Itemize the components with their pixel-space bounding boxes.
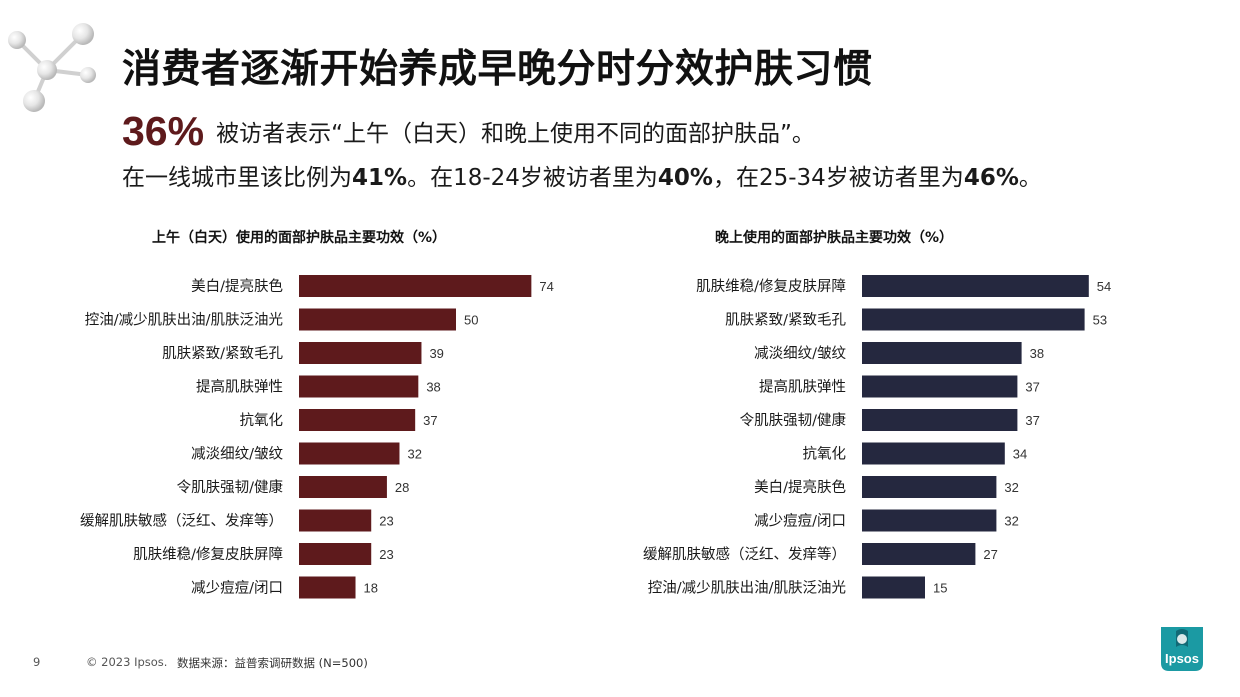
value-label: 23 [379,547,393,562]
bar [862,442,1005,465]
value-label: 39 [429,346,443,361]
category-label: 缓解肌肤敏感（泛红、发痒等） [643,545,846,563]
value-label: 54 [1097,279,1111,294]
value-label: 53 [1093,313,1107,328]
value-label: 32 [407,447,421,462]
category-label: 控油/减少肌肤出油/肌肤泛油光 [648,580,846,597]
bar [299,442,400,465]
bar [862,275,1089,297]
category-label: 提高肌肤弹性 [759,379,846,396]
bar [862,409,1018,431]
headline-stat: 36% 被访者表示“上午（白天）和晚上使用不同的面部护肤品”。 [122,108,815,155]
bar [862,375,1018,398]
category-label: 令肌肤强韧/健康 [740,412,846,429]
stat-breakdown: 在一线城市里该比例为41%。在18-24岁被访者里为40%，在25-34岁被访者… [122,158,1042,192]
stat-text-3: ，在25-34岁被访者里为 [712,165,964,191]
category-label: 肌肤维稳/修复皮肤屏障 [133,545,283,563]
headline-percentage: 36% [122,108,205,154]
value-label: 37 [1025,380,1039,395]
page-number: 9 [33,655,41,669]
value-label: 34 [1013,447,1027,462]
value-label: 23 [379,514,393,529]
chart-title-evening: 晚上使用的面部护肤品主要功效（%） [715,230,954,246]
stat-text-1: 在一线城市里该比例为 [122,165,352,191]
evening-bar-chart: 肌肤维稳/修复皮肤屏障 54 肌肤紧致/紧致毛孔 53 减淡细纹/皱纹 38 提高肌肤弹性 3… [643,275,1111,599]
value-label: 27 [983,547,997,562]
category-label: 令肌肤强韧/健康 [177,479,283,496]
bar [862,308,1085,331]
value-label: 38 [426,380,440,395]
headline-text: 被访者表示“上午（白天）和晚上使用不同的面部护肤品”。 [216,121,815,147]
category-label: 缓解肌肤敏感（泛红、发痒等） [80,512,283,530]
value-label: 37 [1025,413,1039,428]
value-label: 37 [423,413,437,428]
category-label: 减淡细纹/皱纹 [754,345,846,362]
bar [299,476,387,498]
bar [299,509,372,532]
logo-text: Ipsos [1165,651,1199,666]
bar [299,308,456,331]
data-source: 数据来源：益普索调研数据 (N=500) [177,656,368,670]
value-label: 15 [933,581,947,596]
stat-text-2: 。在18-24岁被访者里为 [407,165,658,191]
value-label: 32 [1004,514,1018,529]
value-label: 74 [539,279,553,294]
category-label: 美白/提亮肤色 [754,479,846,496]
bar [299,342,422,364]
bar [299,275,532,297]
bar [299,375,419,398]
category-label: 减少痘痘/闭口 [754,513,846,530]
category-label: 肌肤维稳/修复皮肤屏障 [696,277,846,295]
bar [862,543,976,565]
category-label: 美白/提亮肤色 [191,278,283,295]
category-label: 抗氧化 [240,412,284,429]
category-label: 肌肤紧致/紧致毛孔 [725,312,846,329]
category-label: 控油/减少肌肤出油/肌肤泛油光 [85,312,283,329]
ipsos-logo-icon: Ipsos [1161,627,1203,671]
stat-text-4: 。 [1018,165,1042,191]
page-title: 消费者逐渐开始养成早晚分时分效护肤习惯 [122,47,873,92]
bar [862,476,997,498]
stat-value-18-24: 40% [657,165,713,191]
morning-bar-chart: 美白/提亮肤色 74 控油/减少肌肤出油/肌肤泛油光 50 肌肤紧致/紧致毛孔 39 提高肌… [80,275,554,599]
value-label: 28 [395,480,409,495]
category-label: 肌肤紧致/紧致毛孔 [162,345,283,362]
bar [299,576,356,599]
chart-title-morning: 上午（白天）使用的面部护肤品主要功效（%） [152,230,447,246]
bar [862,576,925,599]
value-label: 18 [364,581,378,596]
value-label: 38 [1030,346,1044,361]
category-label: 抗氧化 [803,446,847,463]
category-label: 提高肌肤弹性 [196,379,283,396]
bar [299,543,372,565]
bar [299,409,416,431]
molecule-decoration [8,23,96,112]
category-label: 减少痘痘/闭口 [191,580,283,597]
value-label: 50 [464,313,478,328]
bar [862,342,1022,364]
stat-value-25-34: 46% [963,165,1019,191]
value-label: 32 [1004,480,1018,495]
copyright: © 2023 Ipsos. [86,655,168,669]
category-label: 减淡细纹/皱纹 [191,446,283,463]
bar [862,509,997,532]
stat-value-tier1: 41% [352,165,408,191]
